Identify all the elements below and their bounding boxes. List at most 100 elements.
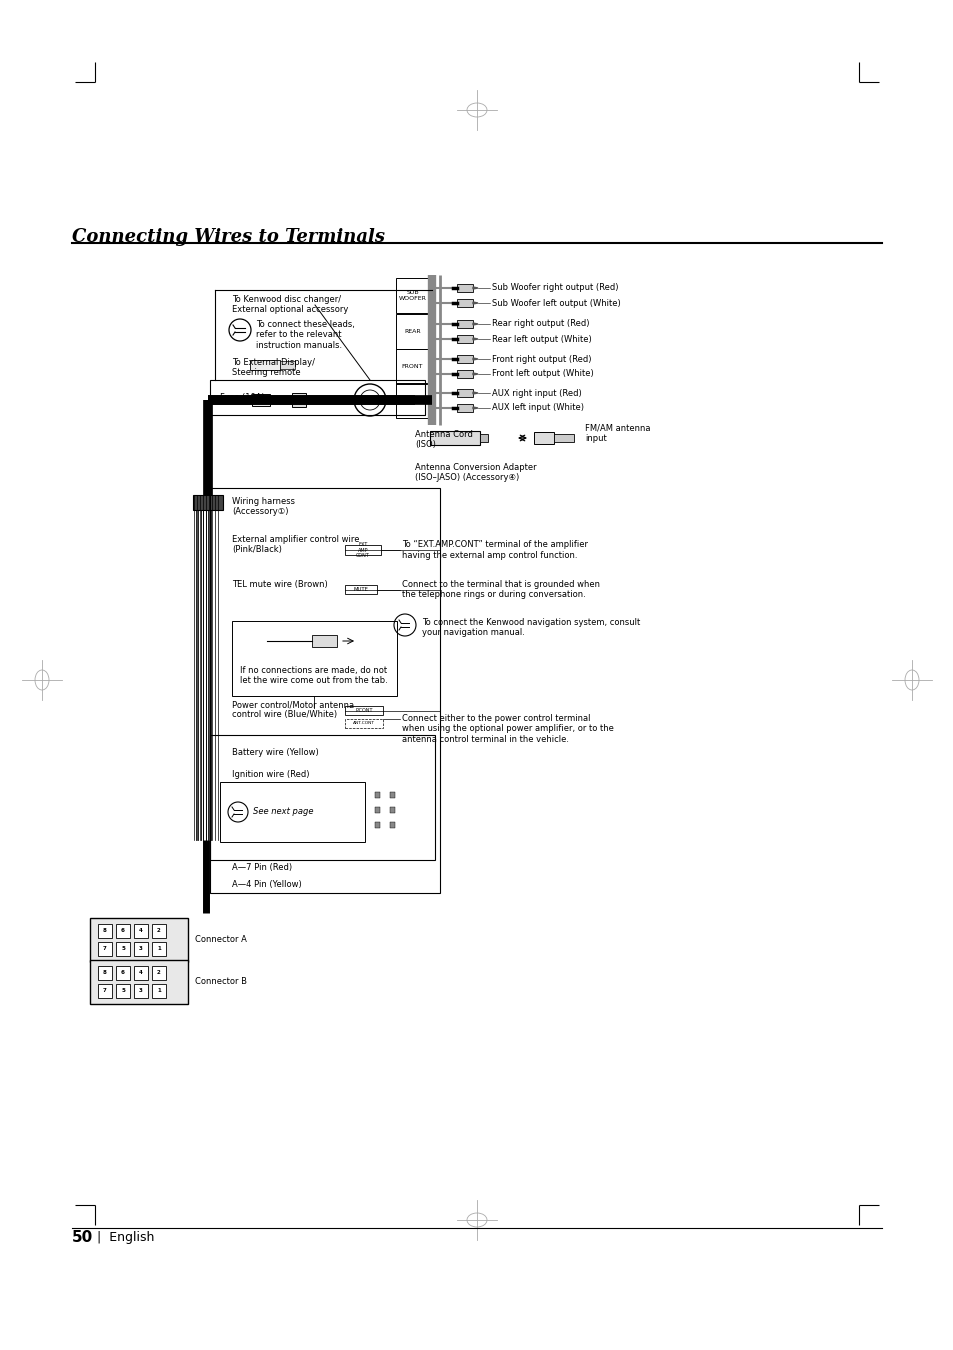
Bar: [280, 360, 294, 369]
Bar: [152, 942, 166, 956]
Bar: [116, 984, 130, 998]
Polygon shape: [473, 302, 477, 304]
Text: 4: 4: [139, 971, 143, 976]
Bar: [479, 433, 488, 441]
Bar: [395, 350, 429, 383]
Text: Sub Woofer right output (Red): Sub Woofer right output (Red): [492, 284, 618, 293]
Bar: [375, 792, 379, 798]
Bar: [395, 383, 429, 418]
Text: ANT.CONT: ANT.CONT: [353, 721, 375, 725]
Bar: [395, 315, 429, 350]
Text: Antenna Conversion Adapter
(ISO–JASO) (Accessory④): Antenna Conversion Adapter (ISO–JASO) (A…: [415, 463, 536, 482]
Bar: [456, 389, 473, 397]
Bar: [292, 393, 306, 406]
Text: Ignition wire (Red): Ignition wire (Red): [232, 769, 309, 779]
Bar: [456, 335, 473, 343]
Bar: [98, 942, 112, 956]
Text: Fuse (10A): Fuse (10A): [220, 393, 265, 402]
Bar: [312, 634, 336, 647]
Polygon shape: [473, 288, 477, 289]
Text: Front right output (Red): Front right output (Red): [492, 355, 591, 363]
Bar: [210, 734, 435, 860]
Text: 7: 7: [103, 946, 107, 952]
Text: Rear left output (White): Rear left output (White): [492, 335, 591, 343]
Text: See next page: See next page: [253, 807, 314, 817]
Bar: [345, 545, 380, 555]
Text: 6: 6: [121, 971, 125, 976]
Text: 50: 50: [71, 1230, 93, 1246]
Polygon shape: [473, 338, 477, 340]
Bar: [133, 984, 148, 998]
Text: 8: 8: [103, 929, 107, 933]
Bar: [390, 792, 395, 798]
Text: 8: 8: [103, 971, 107, 976]
Bar: [152, 923, 166, 938]
Bar: [456, 298, 473, 306]
Text: MUTE: MUTE: [354, 587, 368, 593]
Bar: [133, 923, 148, 938]
Text: Connect to the terminal that is grounded when
the telephone rings or during conv: Connect to the terminal that is grounded…: [401, 579, 599, 599]
Bar: [456, 404, 473, 412]
Text: Sub Woofer left output (White): Sub Woofer left output (White): [492, 298, 620, 308]
Text: EXT
AMP
CONT: EXT AMP CONT: [355, 541, 370, 559]
Bar: [456, 284, 473, 292]
Bar: [220, 782, 365, 842]
Bar: [250, 360, 280, 370]
Text: Power control/Motor antenna
control wire (Blue/White): Power control/Motor antenna control wire…: [232, 701, 354, 720]
Text: To External Display/
Steering remote: To External Display/ Steering remote: [232, 358, 314, 378]
Text: Connecting Wires to Terminals: Connecting Wires to Terminals: [71, 228, 385, 246]
Bar: [456, 355, 473, 363]
Bar: [210, 379, 424, 414]
Text: To connect these leads,
refer to the relevant
instruction manuals.: To connect these leads, refer to the rel…: [255, 320, 355, 350]
Text: AUX right input (Red): AUX right input (Red): [492, 389, 581, 397]
Text: To connect the Kenwood navigation system, consult
your navigation manual.: To connect the Kenwood navigation system…: [421, 618, 639, 637]
Text: 3: 3: [139, 946, 143, 952]
Bar: [554, 433, 574, 441]
Bar: [252, 394, 270, 406]
Text: AUX IN: AUX IN: [401, 398, 423, 404]
Text: 1: 1: [157, 988, 161, 994]
Bar: [152, 967, 166, 980]
Bar: [375, 807, 379, 813]
Bar: [456, 320, 473, 328]
Polygon shape: [473, 323, 477, 325]
Bar: [345, 706, 382, 716]
Text: To Kenwood disc changer/
External optional accessory: To Kenwood disc changer/ External option…: [232, 296, 348, 315]
Bar: [210, 487, 439, 892]
Bar: [116, 942, 130, 956]
Text: To “EXT.AMP.CONT” terminal of the amplifier
having the external amp control func: To “EXT.AMP.CONT” terminal of the amplif…: [401, 540, 587, 560]
Bar: [345, 720, 382, 728]
Bar: [430, 431, 479, 446]
Text: Connector A: Connector A: [194, 936, 247, 945]
Bar: [133, 942, 148, 956]
Bar: [116, 967, 130, 980]
Bar: [98, 967, 112, 980]
Bar: [395, 278, 429, 313]
Text: 2: 2: [157, 971, 161, 976]
Text: P.CONT: P.CONT: [355, 707, 373, 713]
Bar: [133, 967, 148, 980]
Text: SUB
WOOFER: SUB WOOFER: [398, 290, 426, 301]
Polygon shape: [473, 406, 477, 409]
Polygon shape: [473, 373, 477, 375]
Bar: [232, 621, 396, 697]
Text: If no connections are made, do not
let the wire come out from the tab.: If no connections are made, do not let t…: [240, 666, 387, 686]
Bar: [390, 822, 395, 828]
Text: 5: 5: [121, 946, 125, 952]
Bar: [456, 370, 473, 378]
Bar: [375, 822, 379, 828]
Bar: [345, 585, 376, 594]
Text: Rear right output (Red): Rear right output (Red): [492, 320, 589, 328]
Text: Battery wire (Yellow): Battery wire (Yellow): [232, 748, 318, 757]
Text: External amplifier control wire
(Pink/Black): External amplifier control wire (Pink/Bl…: [232, 535, 359, 555]
Text: A—4 Pin (Yellow): A—4 Pin (Yellow): [232, 880, 301, 890]
Text: 4: 4: [139, 929, 143, 933]
Polygon shape: [473, 392, 477, 394]
Text: 5: 5: [121, 988, 125, 994]
Text: 1: 1: [157, 946, 161, 952]
Bar: [390, 807, 395, 813]
Bar: [90, 918, 188, 963]
Text: |  English: | English: [97, 1231, 154, 1245]
Bar: [98, 923, 112, 938]
Bar: [193, 495, 223, 510]
